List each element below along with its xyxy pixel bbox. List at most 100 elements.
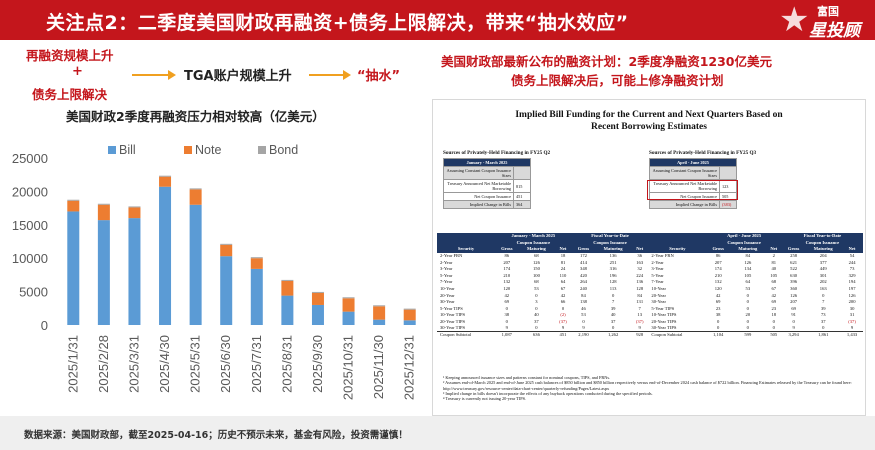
title-bar: 关注点2：二季度美国财政再融资+债务上限解决，带来“抽水效应” ★ 富国 星投顾 xyxy=(0,0,875,41)
bar-bond xyxy=(220,243,233,245)
table-row: 2-Year FRN 86 68 18 172 136 36 2-Year FRN 86 84 2 2… xyxy=(437,253,863,260)
value-cell: 194 xyxy=(848,279,856,285)
bar-bill xyxy=(189,204,202,325)
value-cell: 0 xyxy=(792,319,795,325)
value-cell: 522 xyxy=(790,266,798,272)
gross-header: Gross xyxy=(781,246,806,253)
value-cell: 69 xyxy=(771,299,777,305)
value-cell: 84 xyxy=(637,292,642,298)
table-row: 10-Year TIPS 38 40 (2) 53 40 13 10-Year TIPS 38 2… xyxy=(437,312,863,319)
right-fytd-header: Fiscal Year-to-Date xyxy=(781,233,863,240)
left-fytd-header: Fiscal Year-to-Date xyxy=(571,233,649,240)
value-cell: 69 xyxy=(791,305,796,311)
value-cell: 3 xyxy=(535,299,538,305)
security-cell: 20-Year TIPS xyxy=(651,319,677,325)
value-cell: 40 xyxy=(771,266,777,272)
legend-label: Bond xyxy=(269,143,298,157)
bar-bill xyxy=(220,256,233,325)
y-tick-label: 25000 xyxy=(12,151,48,166)
bar-bill xyxy=(128,218,141,325)
bar-note xyxy=(373,306,386,320)
bar-bond xyxy=(373,305,386,307)
net-header: Net xyxy=(765,246,782,253)
security-cell: 7-Year xyxy=(440,279,453,285)
maturing-header: Maturing xyxy=(805,246,842,253)
value-cell: 0 xyxy=(746,292,749,298)
table-row: 20-Year TIPS 0 37 (37) 0 37 (37) 20-Year TIPS 0 0… xyxy=(437,319,863,326)
security-cell: 20-Year xyxy=(651,292,666,298)
value-cell: 105 xyxy=(770,272,778,278)
y-tick-label: 0 xyxy=(41,318,48,333)
value-cell: 251 xyxy=(609,259,617,265)
value-cell: 2 xyxy=(772,253,775,259)
y-tick-label: 10000 xyxy=(12,251,48,266)
value-cell: 53 xyxy=(581,312,586,318)
value-cell: (2) xyxy=(560,312,566,318)
value-cell: 32 xyxy=(637,266,642,272)
value-cell: 0 xyxy=(505,305,508,311)
bar-note xyxy=(159,176,172,187)
x-tick-label: 2025/1/31 xyxy=(65,335,80,393)
value-cell: (37) xyxy=(848,319,856,325)
value-cell: 134 xyxy=(744,266,752,272)
value-cell: 196 xyxy=(609,272,617,278)
bar-bond xyxy=(403,308,416,310)
q2-source-title: Sources of Privately-Held Financing in F… xyxy=(443,150,551,156)
coupon-issuance-table: January - March 2025 Fiscal Year-to-Date… xyxy=(437,233,863,339)
x-tick-label: 2025/12/31 xyxy=(402,335,417,400)
bar-bond xyxy=(250,257,263,259)
bar-note xyxy=(189,189,202,205)
value-cell: 163 xyxy=(819,286,827,292)
value-cell: 81 xyxy=(771,259,777,265)
value-cell: 0 xyxy=(772,319,775,325)
bar-note xyxy=(311,292,324,305)
legend-label: Note xyxy=(195,143,221,157)
bar-bill xyxy=(403,320,416,325)
value-cell: 9 xyxy=(505,325,508,331)
bar-bill xyxy=(342,311,355,325)
value-cell: 204 xyxy=(819,253,827,259)
value-cell: 329 xyxy=(848,272,856,278)
bar-note xyxy=(342,298,355,312)
security-cell: 30-Year TIPS xyxy=(651,325,677,331)
value-cell: 301 xyxy=(819,272,827,278)
security-cell: 10-Year TIPS xyxy=(440,312,466,318)
value-cell: 0 xyxy=(717,319,720,325)
value-cell: 128 xyxy=(636,286,644,292)
value-cell: 0 xyxy=(746,319,749,325)
bar-note xyxy=(128,207,141,219)
value-cell: 150 xyxy=(532,266,540,272)
value-cell: 18 xyxy=(560,253,566,259)
value-cell: 37 xyxy=(534,319,539,325)
value-cell: 0 xyxy=(535,305,538,311)
flow-cause-refinancing: 再融资规模上升 xyxy=(26,48,114,63)
net-header: Net xyxy=(554,246,572,253)
value-cell: 9 xyxy=(582,325,585,331)
legend-swatch xyxy=(108,146,116,154)
table-row: 2-Year 207 126 81 414 251 163 2-Year 207 126 81 621… xyxy=(437,259,863,266)
value-cell: 39 xyxy=(820,305,826,311)
value-cell: 68 xyxy=(534,253,539,259)
value-cell: 1,104 xyxy=(706,331,730,339)
value-cell: (37) xyxy=(559,319,567,325)
bar-bond xyxy=(189,188,202,190)
value-cell: 120 xyxy=(503,286,511,292)
security-cell: 2-Year xyxy=(440,259,453,265)
value-cell: 36 xyxy=(637,253,642,259)
net-header: Net xyxy=(841,246,863,253)
value-cell: 42 xyxy=(771,292,777,298)
value-cell: 9 xyxy=(638,325,641,331)
value-cell: 37 xyxy=(610,319,616,325)
table-corner xyxy=(648,239,707,247)
security-cell: 10-Year xyxy=(440,286,455,292)
bar-bill xyxy=(373,319,386,325)
value-cell: 126 xyxy=(848,292,856,298)
value-cell: 24 xyxy=(560,266,566,272)
value-cell: 174 xyxy=(503,266,511,272)
q3-row-label: Implied Change in Bills xyxy=(649,200,720,209)
value-cell: 42 xyxy=(715,292,721,298)
gross-header: Gross xyxy=(495,246,519,253)
value-cell: 64 xyxy=(745,279,751,285)
value-cell: 9 xyxy=(561,325,565,331)
q2-row-value: 815 xyxy=(513,179,531,193)
